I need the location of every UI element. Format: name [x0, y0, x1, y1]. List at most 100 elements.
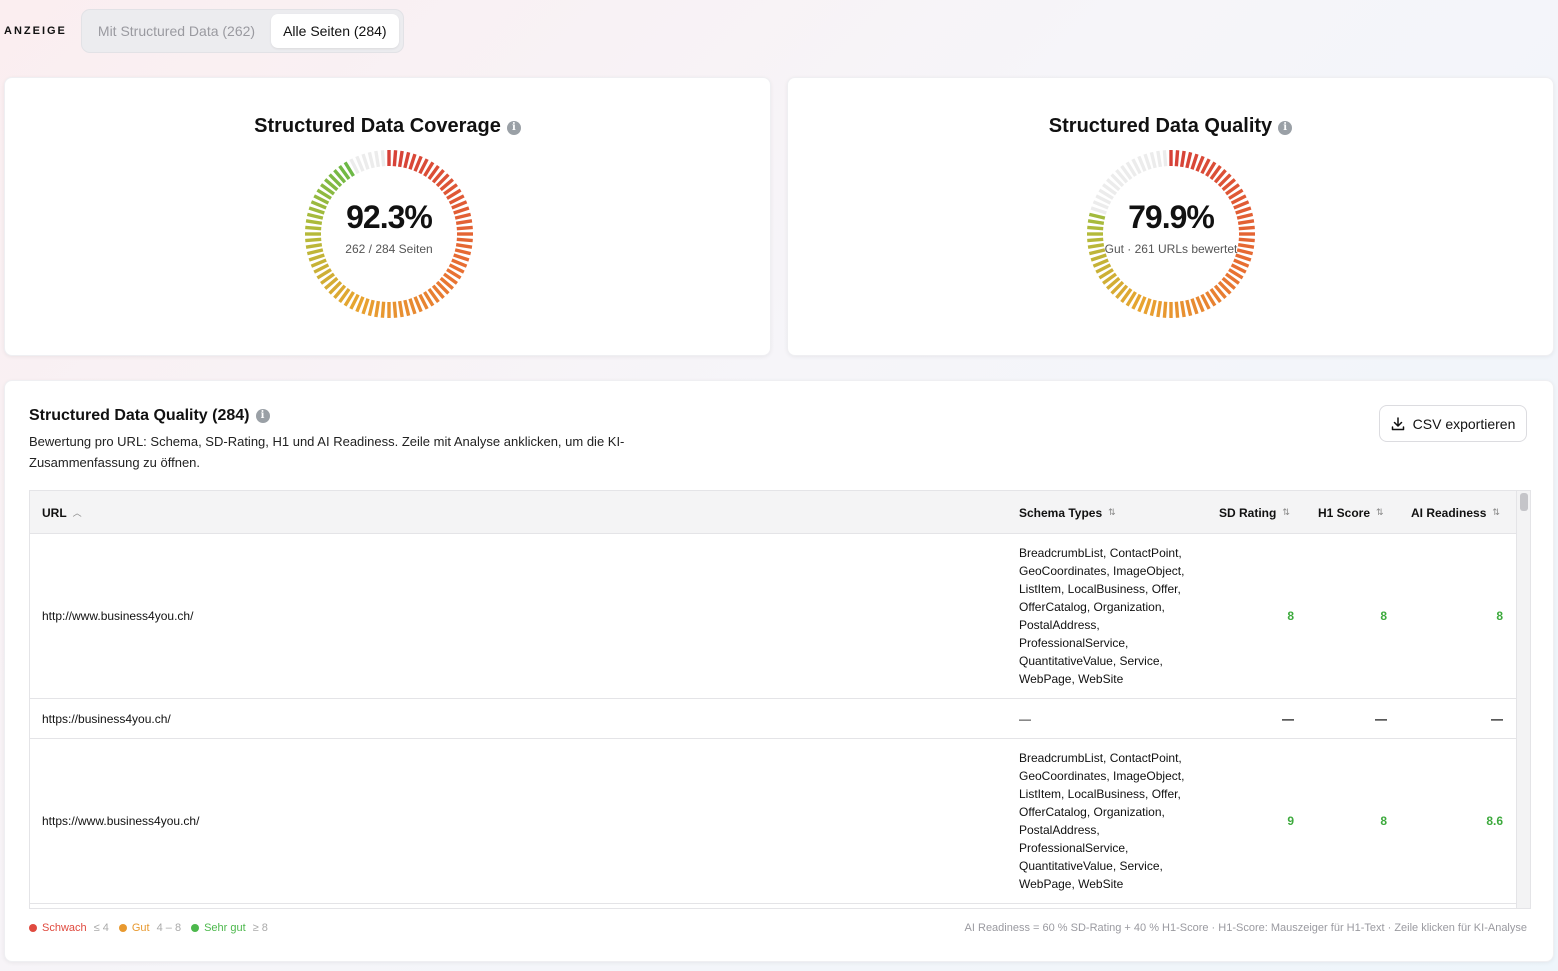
- scrollbar-thumb[interactable]: [1520, 493, 1528, 511]
- info-icon[interactable]: i: [506, 121, 521, 135]
- table-title: Structured Data Quality (284) i: [29, 407, 270, 425]
- column-sd-rating[interactable]: SD Rating ⇅: [1219, 491, 1290, 534]
- gauge-segment: [338, 165, 351, 180]
- coverage-gauge: 92.3% 262 / 284 Seiten: [302, 147, 476, 321]
- gauge-segment: [1195, 296, 1205, 313]
- legend-label: Gut: [131, 922, 150, 934]
- gauge-segment: [1092, 258, 1109, 268]
- sort-icon: ⇅: [1108, 507, 1116, 517]
- gauge-segment: [1143, 153, 1152, 170]
- filter-with-structured-data[interactable]: Mit Structured Data (262): [97, 23, 256, 39]
- column-url[interactable]: URL ︿: [42, 491, 82, 534]
- gauge-segment: [333, 284, 347, 299]
- gauge-segment: [443, 272, 458, 285]
- gauge-segment: [320, 272, 335, 285]
- quality-gauge-ring: [1087, 150, 1255, 318]
- gauge-segment: [456, 225, 473, 231]
- gauge-segment: [1162, 150, 1168, 167]
- table-row[interactable]: http://www.business4you.ch/ BreadcrumbLi…: [30, 534, 1516, 699]
- gauge-segment: [355, 296, 365, 313]
- gauge-segment: [1200, 158, 1211, 175]
- column-ai-readiness[interactable]: AI Readiness ⇅: [1411, 491, 1500, 534]
- gauge-segment: [361, 298, 370, 315]
- gauge-segment: [1098, 268, 1114, 280]
- legend-dot: [118, 924, 127, 932]
- csv-export-label: CSV exportieren: [1412, 415, 1516, 432]
- gauge-segment: [1087, 219, 1105, 226]
- gauge-segment: [333, 169, 347, 184]
- sort-asc-icon: ︿: [72, 508, 82, 518]
- sort-icon: ⇅: [1492, 507, 1500, 517]
- gauge-segment: [1235, 206, 1252, 215]
- gauge-segment: [1225, 183, 1240, 196]
- table-scrollbar[interactable]: [1516, 491, 1530, 908]
- gauge-segment: [1090, 253, 1107, 262]
- table-title-text: Structured Data Quality (284): [29, 407, 250, 424]
- row-url: https://www.business4you.ch/: [42, 814, 200, 828]
- gauge-segment: [1174, 150, 1180, 167]
- gauge-segment: [349, 158, 360, 175]
- info-icon[interactable]: i: [255, 409, 270, 423]
- gauge-segment: [305, 237, 322, 243]
- gauge-segment: [403, 299, 411, 317]
- gauge-segment: [408, 153, 417, 170]
- gauge-segment: [435, 173, 450, 188]
- legend-range: ≥ 8: [252, 922, 268, 934]
- gauge-segment: [1095, 263, 1112, 274]
- legend-label: Sehr gut: [204, 922, 246, 934]
- gauge-segment: [1200, 293, 1211, 310]
- gauge-segment: [305, 242, 323, 249]
- gauge-segment: [1131, 158, 1142, 175]
- gauge-segment: [1174, 301, 1180, 318]
- gauge-segment: [320, 183, 335, 196]
- gauge-segment: [1088, 212, 1106, 220]
- gauge-segment: [1217, 173, 1232, 188]
- gauge-segment: [313, 194, 330, 205]
- gauge-segment: [1156, 150, 1163, 168]
- column-h1-label: H1 Score: [1318, 505, 1371, 520]
- gauge-segment: [1088, 248, 1106, 256]
- coverage-card: Structured Data Coverage i 92.3% 262 / 28…: [4, 77, 771, 356]
- row-h1-score: —: [1375, 711, 1387, 726]
- gauge-segment: [316, 268, 332, 280]
- gauge-segment: [453, 253, 470, 262]
- csv-export-button[interactable]: CSV exportieren: [1379, 405, 1527, 442]
- gauge-segment: [1137, 155, 1147, 172]
- filter-all-pages[interactable]: Alle Seiten (284): [271, 14, 399, 48]
- gauge-segment: [453, 206, 470, 215]
- gauge-segment: [454, 248, 472, 256]
- gauge-segment: [1115, 169, 1129, 184]
- gauge-segment: [324, 276, 339, 290]
- gauge-segment: [374, 300, 381, 318]
- legend-good: Gut 4 – 8: [118, 922, 181, 934]
- info-icon[interactable]: i: [1278, 121, 1293, 135]
- gauge-segment: [448, 263, 465, 274]
- legend-very-good: Sehr gut ≥ 8: [191, 922, 268, 934]
- gauge-segment: [1087, 225, 1104, 231]
- sort-icon: ⇅: [1282, 507, 1290, 517]
- gauge-segment: [1125, 291, 1137, 307]
- quality-gauge: 79.9% Gut · 261 URLs bewertet: [1084, 147, 1258, 321]
- gauge-segment: [1087, 237, 1104, 243]
- row-url: http://www.business4you.ch/: [42, 609, 194, 623]
- gauge-segment: [1238, 237, 1255, 243]
- gauge-segment: [397, 150, 404, 168]
- gauge-segment: [418, 293, 429, 310]
- filter-segmented-control: Mit Structured Data (262) Alle Seiten (2…: [80, 9, 404, 53]
- gauge-segment: [1233, 258, 1250, 268]
- gauge-segment: [305, 225, 322, 231]
- column-schema-types[interactable]: Schema Types ⇅: [1019, 491, 1116, 534]
- column-h1-score[interactable]: H1 Score ⇅: [1318, 491, 1384, 534]
- gauge-segment: [448, 194, 465, 205]
- gauge-segment: [455, 242, 473, 249]
- table-row[interactable]: https://business4you.ch/ — — — —: [30, 699, 1516, 739]
- coverage-value: 92.3%: [346, 199, 433, 235]
- gauge-segment: [1102, 272, 1117, 285]
- quality-table-card: Structured Data Quality (284) i Bewertung…: [4, 380, 1554, 962]
- quality-table: URL ︿ Schema Types ⇅ SD Rating ⇅ H1 Score ⇅ …: [29, 490, 1531, 909]
- gauge-segment: [446, 268, 462, 280]
- row-sd-rating: 8: [1287, 609, 1294, 623]
- table-row[interactable]: https://www.business4you.ch/ BreadcrumbL…: [30, 739, 1516, 904]
- gauge-segment: [305, 219, 323, 226]
- gauge-segment: [1205, 161, 1217, 177]
